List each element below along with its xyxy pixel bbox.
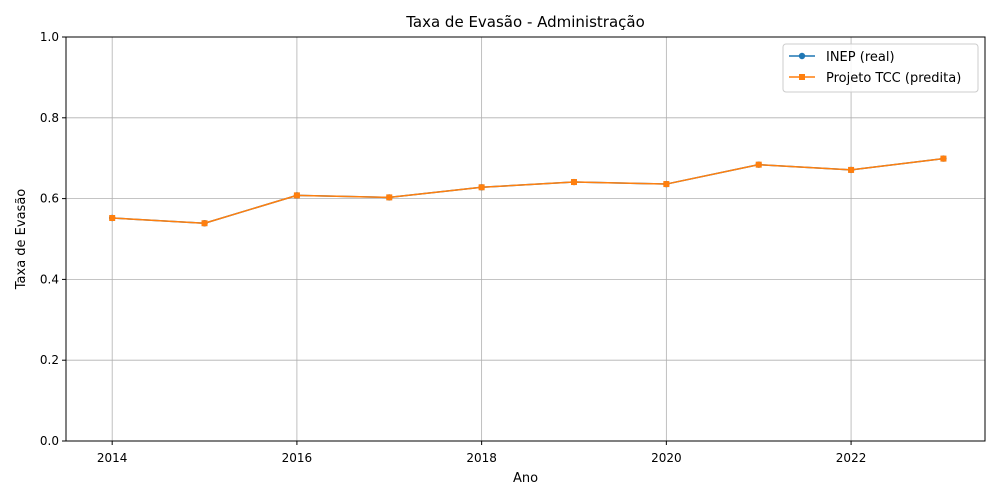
data-point-projeto-tcc-predita bbox=[848, 166, 855, 173]
axis-ticks: 2014 2016 2018 2020 2022 0.0 0.2 0.4 0.6 0.8 1.0 bbox=[40, 30, 866, 465]
plot-area bbox=[66, 37, 985, 441]
legend-marker-projeto-tcc bbox=[799, 74, 805, 80]
data-point-projeto-tcc-predita bbox=[940, 155, 947, 162]
data-point-projeto-tcc-predita bbox=[109, 214, 116, 221]
series-line-projeto-tcc-predita bbox=[112, 157, 944, 224]
y-tick-label: 0.2 bbox=[40, 353, 59, 367]
data-point-projeto-tcc-predita bbox=[570, 179, 577, 186]
x-axis-label: Ano bbox=[513, 471, 538, 486]
plot-frame bbox=[65, 36, 986, 442]
y-tick-label: 1.0 bbox=[40, 30, 59, 44]
data-point-projeto-tcc-predita bbox=[663, 181, 670, 188]
legend-marker-inep bbox=[798, 52, 806, 60]
y-tick-label: 0.6 bbox=[40, 192, 59, 206]
legend-box bbox=[782, 43, 979, 93]
x-tick-label: 2016 bbox=[282, 451, 313, 465]
series-lines bbox=[108, 155, 947, 227]
legend-label-projeto-tcc: Projeto TCC (predita) bbox=[826, 71, 961, 86]
chart-title: Taxa de Evasão - Administração bbox=[405, 13, 645, 31]
data-point-projeto-tcc-predita bbox=[386, 194, 393, 201]
data-point-projeto-tcc-predita bbox=[201, 220, 208, 227]
x-tick-label: 2022 bbox=[836, 451, 867, 465]
data-point-projeto-tcc-predita bbox=[293, 192, 300, 199]
y-axis-label: Taxa de Evasão bbox=[14, 189, 29, 291]
legend-label-inep: INEP (real) bbox=[826, 50, 895, 65]
x-tick-label: 2014 bbox=[97, 451, 128, 465]
data-point-projeto-tcc-predita bbox=[755, 161, 762, 168]
y-tick-label: 0.0 bbox=[40, 434, 59, 448]
x-tick-label: 2018 bbox=[466, 451, 497, 465]
legend: INEP (real) Projeto TCC (predita) bbox=[782, 43, 979, 93]
y-tick-label: 0.8 bbox=[40, 111, 59, 125]
y-tick-label: 0.4 bbox=[40, 272, 59, 286]
data-point-projeto-tcc-predita bbox=[478, 184, 485, 191]
x-tick-label: 2020 bbox=[651, 451, 682, 465]
